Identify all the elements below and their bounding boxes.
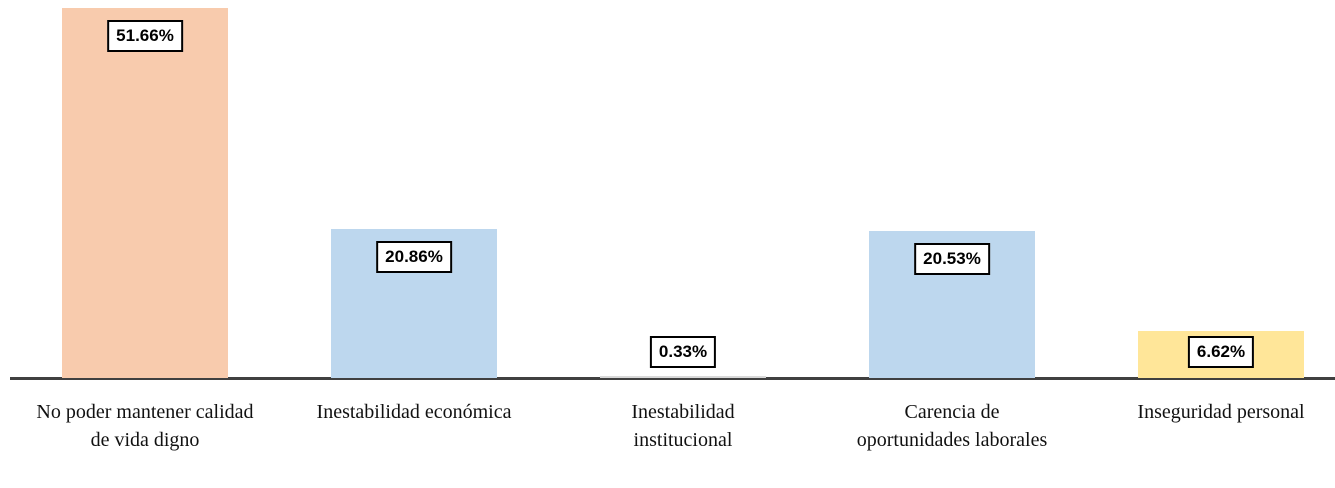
x-tick-label: No poder mantener calidad de vida digno [36, 401, 254, 451]
bar [62, 8, 228, 378]
data-label: 20.53% [914, 242, 990, 275]
bar [600, 375, 766, 378]
data-label: 6.62% [1187, 336, 1255, 368]
data-label: 0.33% [649, 336, 717, 368]
x-tick-label: Inestabilidad institucional [631, 401, 735, 451]
data-label: 20.86% [376, 240, 452, 273]
data-label: 51.66% [107, 20, 183, 52]
x-tick-label: Carencia de oportunidades laborales [856, 401, 1048, 451]
baseline [10, 377, 1335, 380]
x-tick-label: Inestabilidad económica [316, 401, 512, 423]
x-tick-label: Inseguridad personal [1137, 401, 1305, 423]
